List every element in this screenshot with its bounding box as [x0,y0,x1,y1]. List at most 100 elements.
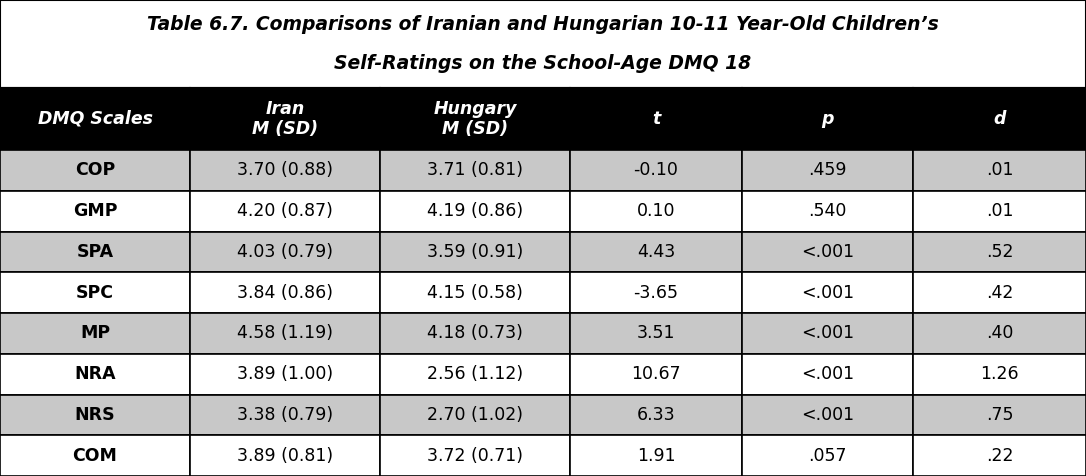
Text: .057: .057 [808,446,847,465]
Bar [570,150,742,191]
Text: <.001: <.001 [801,243,854,261]
Text: 3.71 (0.81): 3.71 (0.81) [427,161,523,179]
Bar [380,435,570,476]
Bar [913,313,1086,354]
Bar [570,435,742,476]
Bar [742,354,913,395]
Bar [190,272,380,313]
Bar [913,231,1086,272]
Bar [742,272,913,313]
Text: 3.89 (0.81): 3.89 (0.81) [237,446,333,465]
Text: NRA: NRA [74,365,116,383]
Bar [0,272,190,313]
Bar [570,231,742,272]
Text: 4.20 (0.87): 4.20 (0.87) [237,202,333,220]
Text: .459: .459 [808,161,847,179]
Bar [190,231,380,272]
Bar [190,354,380,395]
Bar [0,435,190,476]
Bar [380,191,570,231]
Bar [742,231,913,272]
Text: SPC: SPC [76,284,114,302]
Bar [742,150,913,191]
Text: 2.70 (1.02): 2.70 (1.02) [427,406,523,424]
Bar [570,272,742,313]
Bar [190,395,380,435]
Text: <.001: <.001 [801,324,854,342]
Text: 4.43: 4.43 [636,243,675,261]
Text: -0.10: -0.10 [633,161,679,179]
Bar [742,88,913,150]
Text: Self-Ratings on the School-Age DMQ 18: Self-Ratings on the School-Age DMQ 18 [334,54,752,73]
Bar [742,313,913,354]
Text: <.001: <.001 [801,365,854,383]
Bar [380,231,570,272]
Bar [190,191,380,231]
Text: 3.38 (0.79): 3.38 (0.79) [237,406,333,424]
Text: .52: .52 [986,243,1013,261]
Bar [913,272,1086,313]
Text: d: d [994,110,1006,128]
Text: SPA: SPA [76,243,114,261]
Text: 6.33: 6.33 [636,406,675,424]
Text: 3.70 (0.88): 3.70 (0.88) [237,161,333,179]
Bar [380,272,570,313]
Text: 3.51: 3.51 [636,324,675,342]
Bar [913,354,1086,395]
Text: 4.19 (0.86): 4.19 (0.86) [427,202,523,220]
Bar [570,354,742,395]
Bar [190,88,380,150]
Text: 1.91: 1.91 [636,446,675,465]
Bar [190,150,380,191]
Text: Hungary
M (SD): Hungary M (SD) [433,99,517,139]
Text: Table 6.7. Comparisons of Iranian and Hungarian 10-11 Year-Old Children’s: Table 6.7. Comparisons of Iranian and Hu… [147,15,939,34]
Text: 2.56 (1.12): 2.56 (1.12) [427,365,523,383]
Text: <.001: <.001 [801,406,854,424]
Text: .42: .42 [986,284,1013,302]
Text: .540: .540 [808,202,847,220]
Bar [742,435,913,476]
Text: 4.03 (0.79): 4.03 (0.79) [237,243,333,261]
Text: .01: .01 [986,202,1013,220]
Bar [0,0,1086,88]
Bar [742,191,913,231]
Text: .22: .22 [986,446,1013,465]
Text: 3.59 (0.91): 3.59 (0.91) [427,243,523,261]
Bar [570,191,742,231]
Text: 3.84 (0.86): 3.84 (0.86) [237,284,333,302]
Text: DMQ Scales: DMQ Scales [38,110,152,128]
Text: 3.89 (1.00): 3.89 (1.00) [237,365,333,383]
Text: <.001: <.001 [801,284,854,302]
Text: t: t [652,110,660,128]
Bar [0,150,190,191]
Bar [913,435,1086,476]
Bar [913,150,1086,191]
Text: .75: .75 [986,406,1013,424]
Text: Iran
M (SD): Iran M (SD) [252,99,318,139]
Text: 0.10: 0.10 [636,202,675,220]
Bar [380,354,570,395]
Bar [570,313,742,354]
Bar [0,354,190,395]
Bar [913,395,1086,435]
Text: -3.65: -3.65 [633,284,679,302]
Text: p: p [821,110,834,128]
Bar [380,313,570,354]
Bar [0,88,190,150]
Text: COM: COM [73,446,117,465]
Bar [380,150,570,191]
Text: 4.18 (0.73): 4.18 (0.73) [427,324,523,342]
Text: 1.26: 1.26 [981,365,1019,383]
Bar [190,313,380,354]
Bar [0,231,190,272]
Bar [913,88,1086,150]
Bar [190,435,380,476]
Bar [570,88,742,150]
Text: 4.15 (0.58): 4.15 (0.58) [427,284,523,302]
Bar [380,395,570,435]
Text: 3.72 (0.71): 3.72 (0.71) [427,446,523,465]
Text: GMP: GMP [73,202,117,220]
Text: NRS: NRS [75,406,115,424]
Bar [0,395,190,435]
Bar [0,313,190,354]
